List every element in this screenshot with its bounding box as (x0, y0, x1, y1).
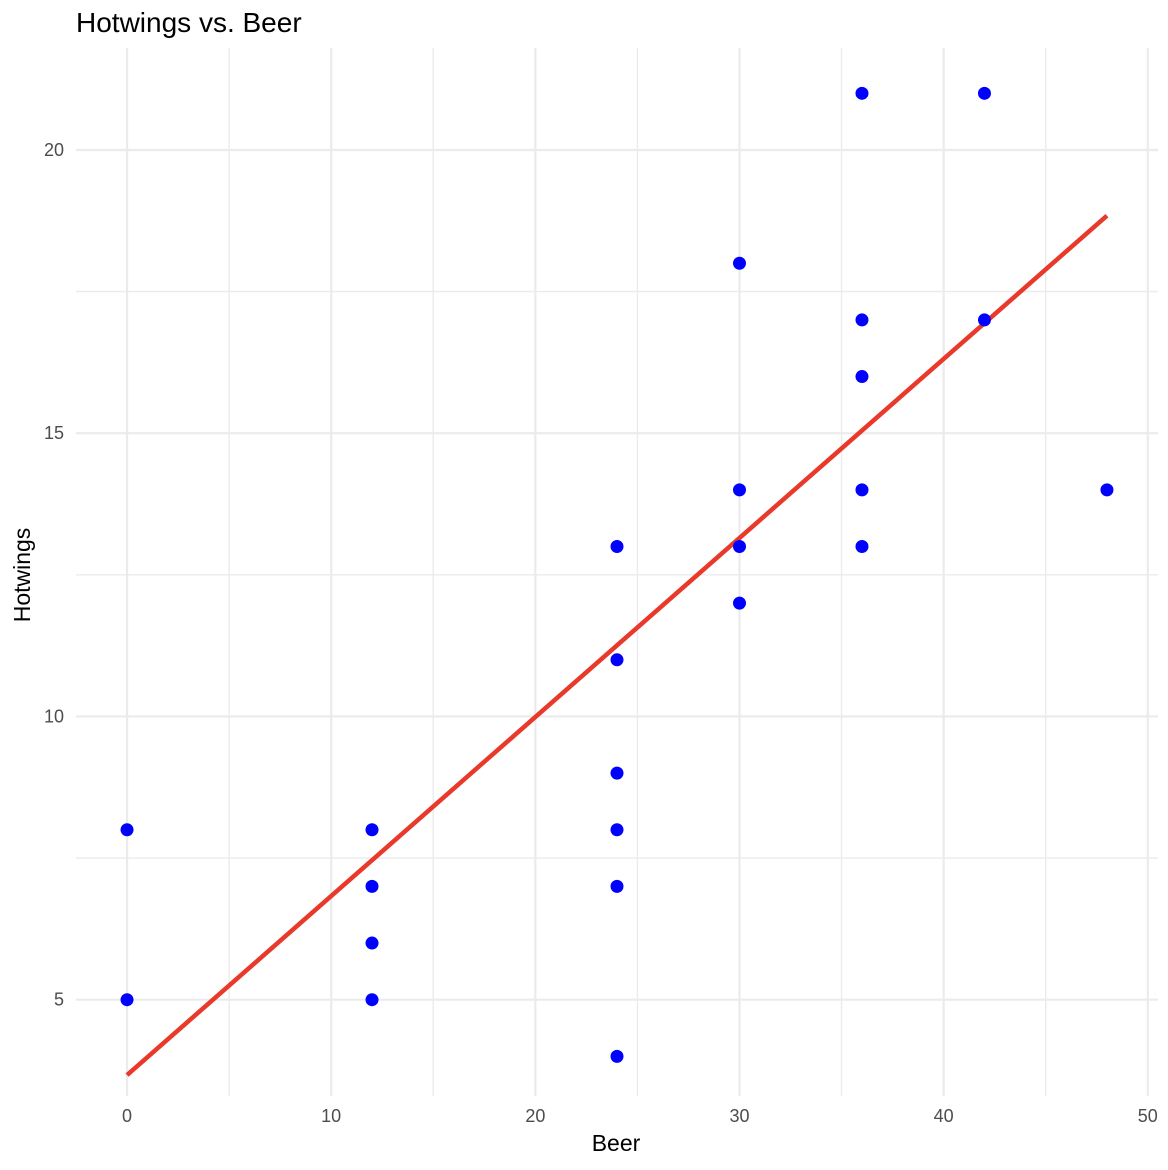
data-point (855, 370, 869, 384)
x-tick-label: 0 (122, 1106, 132, 1126)
data-point (365, 823, 379, 837)
data-point (610, 766, 624, 780)
data-point (732, 540, 746, 554)
trend-line (125, 213, 1109, 1077)
data-point (977, 86, 991, 100)
y-axis-title: Hotwings (9, 528, 35, 623)
data-point (610, 653, 624, 667)
y-tick-label: 15 (44, 423, 64, 443)
y-tick-label: 10 (44, 706, 64, 726)
data-point (977, 313, 991, 327)
x-tick-label: 40 (934, 1106, 954, 1126)
x-tick-label: 20 (525, 1106, 545, 1126)
data-point (610, 540, 624, 554)
data-point (610, 1049, 624, 1063)
y-tick-label: 20 (44, 140, 64, 160)
data-point (732, 256, 746, 270)
y-tick-label: 5 (54, 990, 64, 1010)
points-layer (120, 86, 1114, 1063)
data-point (365, 879, 379, 893)
chart-title: Hotwings vs. Beer (76, 7, 302, 38)
data-point (855, 86, 869, 100)
data-point (610, 823, 624, 837)
x-tick-label: 30 (729, 1106, 749, 1126)
trend-line-layer (125, 213, 1109, 1077)
data-point (365, 993, 379, 1007)
data-point (1100, 483, 1114, 497)
data-point (365, 936, 379, 950)
grid (76, 48, 1158, 1096)
x-tick-label: 50 (1138, 1106, 1158, 1126)
data-point (855, 483, 869, 497)
x-tick-labels: 0 10 20 30 40 50 (122, 1106, 1158, 1126)
data-point (610, 879, 624, 893)
x-axis-title: Beer (592, 1130, 641, 1156)
data-point (732, 596, 746, 610)
data-point (855, 313, 869, 327)
data-point (855, 540, 869, 554)
y-tick-labels: 5 10 15 20 (44, 140, 64, 1010)
data-point (732, 483, 746, 497)
data-point (120, 993, 134, 1007)
x-tick-label: 10 (321, 1106, 341, 1126)
data-point (120, 823, 134, 837)
